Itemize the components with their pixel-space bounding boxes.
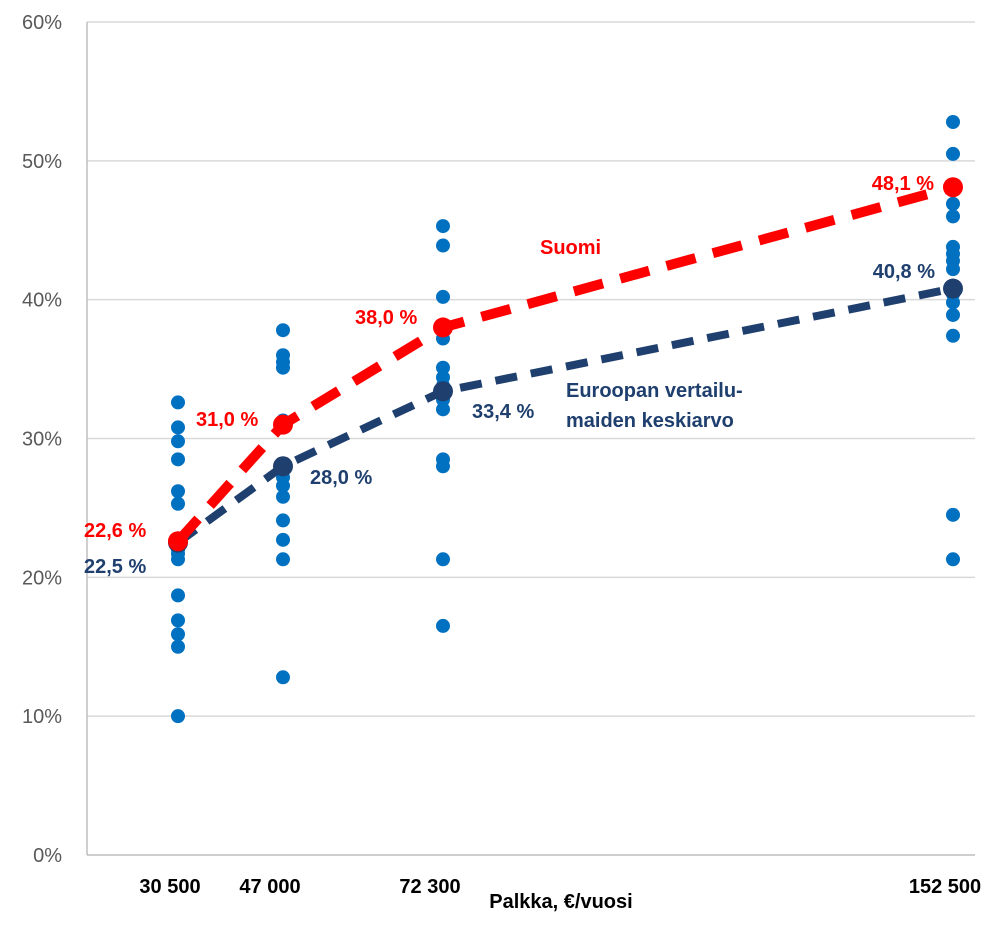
suomi-data-label: 48,1 % — [872, 173, 934, 195]
series-names: Suomi Euroopan vertailu-maiden keskiarvo — [540, 237, 743, 432]
country-point — [436, 552, 450, 567]
average-series-name: maiden keskiarvo — [566, 410, 734, 432]
country-point — [276, 670, 290, 685]
country-point — [946, 196, 960, 211]
country-point — [436, 238, 450, 253]
country-point — [276, 532, 290, 547]
average-data-label: 22,5 % — [84, 556, 146, 578]
country-point — [276, 360, 290, 375]
y-tick-labels: 0% 10% 20% 30% 40% 50% 60% — [22, 12, 62, 867]
x-tick-labels: 30 500 47 000 72 300 152 500 — [139, 876, 981, 898]
suomi-line — [174, 182, 955, 545]
country-point — [946, 507, 960, 522]
y-tick-label: 30% — [22, 429, 62, 451]
average-data-label: 33,4 % — [472, 401, 534, 423]
x-tick-label: 30 500 — [139, 876, 200, 898]
y-tick-label: 50% — [22, 151, 62, 173]
average-line — [175, 284, 954, 546]
suomi-marker — [168, 531, 188, 552]
country-point — [436, 219, 450, 234]
country-point — [946, 209, 960, 224]
series-lines — [174, 182, 955, 546]
country-point — [436, 289, 450, 304]
country-point — [276, 489, 290, 504]
y-tick-label: 60% — [22, 12, 62, 34]
series-markers — [168, 177, 963, 553]
data-labels: 22,6 % 31,0 % 38,0 % 48,1 % 22,5 % 28,0 % 33,4… — [84, 173, 935, 578]
average-marker — [273, 456, 293, 477]
country-point — [946, 328, 960, 343]
country-point — [276, 478, 290, 493]
y-tick-label: 10% — [22, 706, 62, 728]
country-point — [946, 114, 960, 129]
country-point — [946, 146, 960, 161]
gridlines — [87, 21, 975, 717]
y-tick-label: 40% — [22, 290, 62, 312]
x-tick-label: 152 500 — [909, 876, 981, 898]
suomi-marker — [943, 177, 963, 198]
average-data-label: 28,0 % — [310, 467, 372, 489]
country-point — [171, 552, 185, 567]
country-point — [171, 452, 185, 467]
suomi-data-label: 38,0 % — [355, 307, 417, 329]
axes — [86, 22, 975, 856]
country-point — [171, 395, 185, 410]
country-point — [436, 402, 450, 417]
average-marker — [433, 381, 453, 402]
country-point — [276, 323, 290, 338]
x-axis-label: Palkka, €/vuosi — [489, 891, 632, 913]
x-tick-label: 47 000 — [239, 876, 300, 898]
country-point — [276, 513, 290, 528]
x-tick-label: 72 300 — [399, 876, 460, 898]
suomi-data-label: 31,0 % — [196, 409, 258, 431]
country-point — [946, 262, 960, 277]
country-point — [436, 618, 450, 633]
country-point — [171, 434, 185, 449]
country-point — [276, 552, 290, 567]
country-point — [171, 613, 185, 628]
average-data-label: 40,8 % — [873, 261, 935, 283]
country-point — [171, 639, 185, 654]
y-tick-label: 20% — [22, 567, 62, 589]
country-point — [436, 360, 450, 375]
suomi-marker — [273, 414, 293, 435]
suomi-marker — [433, 317, 453, 338]
average-series-name: Euroopan vertailu- — [566, 380, 743, 402]
country-point — [171, 588, 185, 603]
country-point — [436, 459, 450, 474]
country-point — [171, 627, 185, 642]
suomi-series-name: Suomi — [540, 237, 601, 259]
country-point — [171, 709, 185, 724]
country-point — [946, 295, 960, 310]
country-point — [946, 552, 960, 567]
country-point — [171, 496, 185, 511]
country-point — [946, 307, 960, 322]
average-marker — [943, 278, 963, 299]
country-point — [171, 484, 185, 499]
country-point — [171, 420, 185, 435]
suomi-data-label: 22,6 % — [84, 520, 146, 542]
y-tick-label: 0% — [33, 845, 62, 867]
